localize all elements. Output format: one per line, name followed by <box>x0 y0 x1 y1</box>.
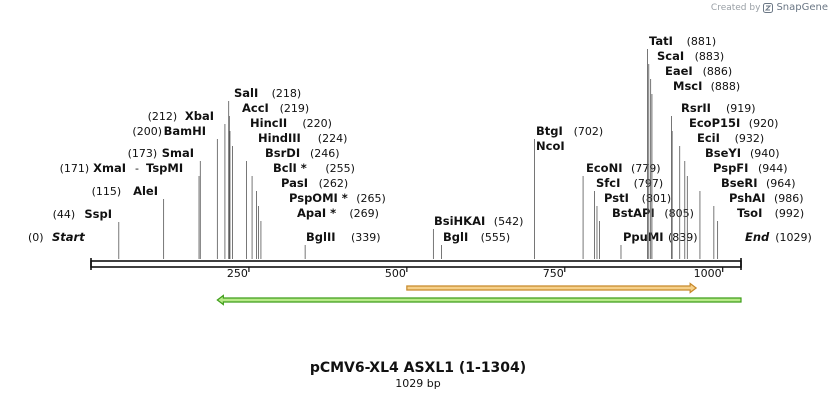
site-name-sspi: SspI <box>84 207 112 221</box>
site-pos-btgi: (702) <box>574 125 604 138</box>
site-name-ecii: EciI <box>697 131 720 145</box>
site-name-btgi: BtgI <box>536 124 563 138</box>
site-name-bglii: BglII <box>306 230 336 244</box>
site-name-start: Start <box>52 230 85 244</box>
site-pos-bseri: (964) <box>766 177 796 190</box>
scale-tick-label: 1000 <box>694 267 722 280</box>
site-pos-xbai: (212) <box>148 110 178 123</box>
site-pos-rsrii: (919) <box>726 102 756 115</box>
scale-tick-label: 750 <box>543 267 564 280</box>
credit: Created by SnapGene <box>711 2 828 13</box>
site-pos-tsoi: (992) <box>775 207 805 220</box>
site-pos-bseyi: (940) <box>750 147 780 160</box>
site-name-pspfi: PspFI <box>713 161 748 175</box>
site-pos-scai: (883) <box>695 50 725 63</box>
site-name-hincii: HincII <box>250 116 287 130</box>
created-by-text: Created by <box>710 2 761 13</box>
site-name-eaei: EaeI <box>665 64 693 78</box>
site-pos-smai: (173) <box>128 147 158 160</box>
site-name-ppumi: PpuMI <box>623 230 664 244</box>
site-pos-ecii: (932) <box>735 132 765 145</box>
site-name-econi: EcoNI <box>586 161 622 175</box>
site-pos-pspfi: (944) <box>758 162 788 175</box>
site-pos-ecop15i: (920) <box>749 117 779 130</box>
site-name-tati: TatI <box>649 34 673 48</box>
site-name-xmai: XmaI <box>93 161 126 175</box>
site-pos-bglii: (339) <box>351 231 381 244</box>
site-name-acci: AccI <box>242 101 269 115</box>
site-pos-bstapi: (805) <box>664 207 694 220</box>
snapgene-brand: SnapGene <box>776 2 828 13</box>
site-name-bsrdi: BsrDI <box>265 146 300 160</box>
site-name-apai: ApaI * <box>297 206 336 220</box>
orange-feature-arrow <box>406 282 698 294</box>
scale-tick-label: 500 <box>385 267 406 280</box>
site-pos-sali: (218) <box>272 87 302 100</box>
site-name-rsrii: RsrII <box>681 101 711 115</box>
site-name-scai: ScaI <box>657 49 684 63</box>
site-name-pshai: PshAI <box>729 191 765 205</box>
site-pos-eaei: (886) <box>703 65 733 78</box>
site-name-hindiii: HindIII <box>258 131 301 145</box>
site-pos-tspmi: - <box>135 162 139 175</box>
site-pos-bamhi: (200) <box>132 125 162 138</box>
site-name-bgli: BglI <box>443 230 468 244</box>
plasmid-title: pCMV6-XL4 ASXL1 (1-1304) <box>309 360 527 376</box>
site-pos-ppumi: (839) <box>668 231 698 244</box>
site-name-msci: MscI <box>673 79 702 93</box>
site-name-smai: SmaI <box>162 146 194 160</box>
site-pos-hindiii: (224) <box>318 132 348 145</box>
site-pos-end: (1029) <box>775 231 812 244</box>
site-pos-pspomi: (265) <box>356 192 386 205</box>
site-pos-bsrdi: (246) <box>310 147 340 160</box>
site-name-sali: SalI <box>234 86 258 100</box>
site-name-tsoi: TsoI <box>737 206 762 220</box>
site-name-alei: AleI <box>133 184 158 198</box>
site-pos-apai: (269) <box>349 207 379 220</box>
site-pos-acci: (219) <box>280 102 310 115</box>
site-pos-tati: (881) <box>687 35 717 48</box>
site-pos-bcli: (255) <box>325 162 355 175</box>
site-name-ecop15i: EcoP15I <box>689 116 740 130</box>
plasmid-length: 1029 bp <box>395 377 441 390</box>
site-pos-sspi: (44) <box>53 208 76 221</box>
scale-tick-label: 250 <box>227 267 248 280</box>
backbone <box>90 260 742 268</box>
site-name-tspmi: TspMI <box>146 161 183 175</box>
site-name-bsihkai: BsiHKAI <box>434 214 485 228</box>
site-name-xbai: XbaI <box>185 109 214 123</box>
site-name-bstapi: BstAPI <box>612 206 655 220</box>
site-pos-econi: (779) <box>631 162 661 175</box>
site-name-ncoi: NcoI <box>536 139 565 153</box>
site-pos-start: (0) <box>28 231 44 244</box>
snapgene-logo-icon <box>763 2 774 13</box>
site-pos-xmai: (171) <box>60 162 90 175</box>
site-pos-hincii: (220) <box>302 117 332 130</box>
site-pos-psti: (801) <box>642 192 672 205</box>
site-name-sfci: SfcI <box>596 176 620 190</box>
site-name-bseyi: BseYI <box>705 146 741 160</box>
site-name-psti: PstI <box>604 191 629 205</box>
site-pos-bgli: (555) <box>481 231 511 244</box>
site-pos-alei: (115) <box>92 185 122 198</box>
site-name-bcli: BclI * <box>273 161 307 175</box>
site-pos-msci: (888) <box>711 80 741 93</box>
site-name-pspomi: PspOMI * <box>289 191 348 205</box>
site-name-pasi: PasI <box>281 176 308 190</box>
site-name-end: End <box>745 230 770 244</box>
site-pos-pasi: (262) <box>319 177 349 190</box>
site-name-bseri: BseRI <box>721 176 758 190</box>
site-name-bamhi: BamHI <box>164 124 206 138</box>
green-feature-arrow <box>216 294 742 306</box>
site-pos-bsihkai: (542) <box>494 215 524 228</box>
site-pos-pshai: (986) <box>774 192 804 205</box>
